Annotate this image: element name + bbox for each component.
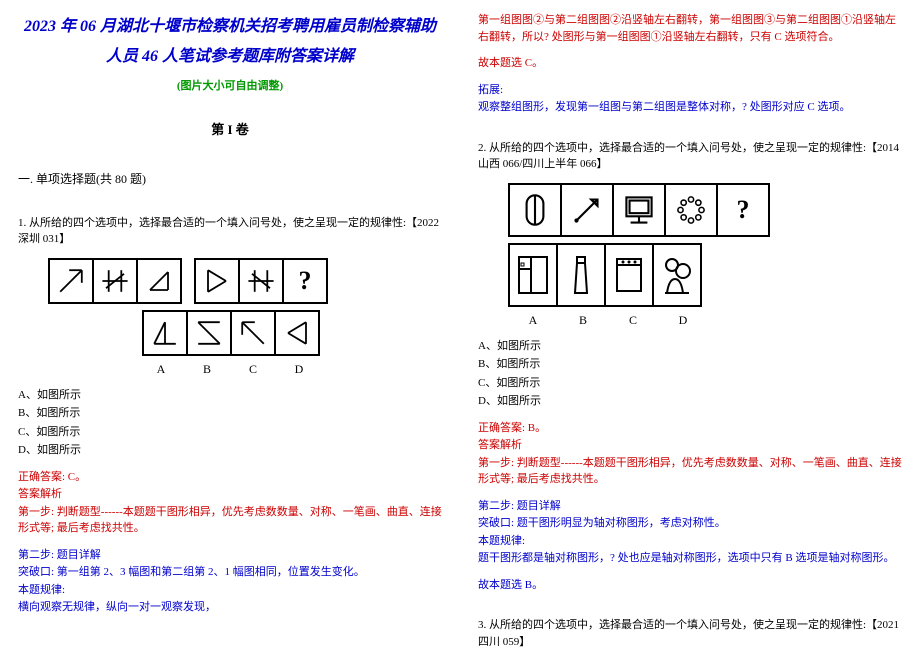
- label-b: B: [558, 313, 608, 328]
- q1-exp5: 本题规律:: [18, 582, 442, 599]
- q1-cell-2: [92, 258, 138, 304]
- q2-cell-3: [612, 183, 666, 237]
- q1-cell-4: [194, 258, 240, 304]
- q1-optC-cell: [230, 310, 276, 356]
- q1-gap: [180, 258, 194, 304]
- q2-optA: A、如图所示: [478, 338, 902, 355]
- q1-answer: 正确答案: C。 答案解析 第一步: 判断题型------本题题干图形相异，优先…: [18, 469, 442, 537]
- q2-option-labels: A B C D: [508, 313, 902, 328]
- q2-ans: 正确答案: B。: [478, 420, 902, 437]
- rt-l1: 第一组图图②与第二组图图②沿竖轴左右翻转，第一组图图③与第二组图图①沿竖轴左右翻…: [478, 12, 902, 45]
- subtitle: (图片大小可自由调整): [18, 77, 442, 93]
- left-column: 2023 年 06 月湖北十堰市检察机关招考聘用雇员制检察辅助人员 46 人笔试…: [0, 0, 460, 651]
- label-a: A: [138, 362, 184, 377]
- q2-figure-row2: [508, 243, 902, 307]
- q2-exp2: 第一步: 判断题型------本题题干图形相异，优先考虑数数量、对称、一笔画、曲…: [478, 455, 902, 488]
- q1-exp3: 第二步: 题目详解: [18, 547, 442, 564]
- volume-label: 第 I 卷: [18, 119, 442, 138]
- q2-optA-cell: [508, 243, 558, 307]
- rt-l3: 拓展:: [478, 82, 902, 99]
- q2-cell-4: [664, 183, 718, 237]
- q2-optC-cell: [604, 243, 654, 307]
- q1-exp1: 答案解析: [18, 486, 442, 503]
- rt-l2: 故本题选 C。: [478, 55, 902, 72]
- q1-exp2: 第一步: 判断题型------本题题干图形相异，优先考虑数数量、对称、一笔画、曲…: [18, 504, 442, 537]
- q1-exp4: 突破口: 第一组第 2、3 幅图和第二组第 2、1 幅图相同，位置发生变化。: [18, 564, 442, 581]
- q2-exp5: 本题规律:: [478, 533, 902, 550]
- q2-prompt: 2. 从所给的四个选项中，选择最合适的一个填入问号处，使之呈现一定的规律性:【2…: [478, 140, 902, 173]
- q1-exp6: 横向观察无规律，纵向一对一观察发现，: [18, 599, 442, 616]
- q2-optD-cell: [652, 243, 702, 307]
- right-top-blue: 拓展: 观察整组图形，发现第一组图与第二组图是整体对称，? 处图形对应 C 选项…: [478, 82, 902, 116]
- right-top-answer: 第一组图图②与第二组图图②沿竖轴左右翻转，第一组图图③与第二组图图①沿竖轴左右翻…: [478, 12, 902, 72]
- q1-cell-1: [48, 258, 94, 304]
- q1-cell-3: [136, 258, 182, 304]
- q1-option-labels: A B C D: [18, 362, 442, 377]
- q2-optB-cell: [556, 243, 606, 307]
- q2-answer-blue: 第二步: 题目详解 突破口: 题干图形明显为轴对称图形，考虑对称性。 本题规律:…: [478, 498, 902, 594]
- label-c: C: [608, 313, 658, 328]
- q1-optA: A、如图所示: [18, 387, 442, 404]
- q2-answer: 正确答案: B。 答案解析 第一步: 判断题型------本题题干图形相异，优先…: [478, 420, 902, 488]
- label-b: B: [184, 362, 230, 377]
- q1-optC: C、如图所示: [18, 424, 442, 441]
- q2-exp4: 突破口: 题干图形明显为轴对称图形，考虑对称性。: [478, 515, 902, 532]
- q1-prompt: 1. 从所给的四个选项中，选择最合适的一个填入问号处，使之呈现一定的规律性:【2…: [18, 215, 442, 248]
- question-mark-icon: ?: [299, 266, 312, 296]
- right-column: 第一组图图②与第二组图图②沿竖轴左右翻转，第一组图图③与第二组图图①沿竖轴左右翻…: [460, 0, 920, 651]
- q2-exp3: 第二步: 题目详解: [478, 498, 902, 515]
- q2-options: A、如图所示 B、如图所示 C、如图所示 D、如图所示: [478, 338, 902, 410]
- q1-cell-5: [238, 258, 284, 304]
- q1-optD-cell: [274, 310, 320, 356]
- q1-figure-row1: ?: [48, 258, 442, 304]
- q1-answer-blue: 第二步: 题目详解 突破口: 第一组第 2、3 幅图和第二组第 2、1 幅图相同…: [18, 547, 442, 616]
- q1-optD: D、如图所示: [18, 442, 442, 459]
- label-d: D: [276, 362, 322, 377]
- q2-cell-qmark: ?: [716, 183, 770, 237]
- q2-optD: D、如图所示: [478, 393, 902, 410]
- q1-figure-row2: [18, 310, 442, 356]
- label-a: A: [508, 313, 558, 328]
- q3-prompt: 3. 从所给的四个选项中，选择最合适的一个填入问号处，使之呈现一定的规律性:【2…: [478, 617, 902, 650]
- q1-options: A、如图所示 B、如图所示 C、如图所示 D、如图所示: [18, 387, 442, 459]
- q1-cell-qmark: ?: [282, 258, 328, 304]
- q2-exp7: 故本题选 B。: [478, 577, 902, 594]
- q2-exp1: 答案解析: [478, 437, 902, 454]
- section-heading: 一. 单项选择题(共 80 题): [18, 170, 442, 187]
- q2-exp6: 题干图形都是轴对称图形，? 处也应是轴对称图形，选项中只有 B 选项是轴对称图形…: [478, 550, 902, 567]
- rt-l4: 观察整组图形，发现第一组图与第二组图是整体对称，? 处图形对应 C 选项。: [478, 99, 902, 116]
- q2-optC: C、如图所示: [478, 375, 902, 392]
- q1-optB: B、如图所示: [18, 405, 442, 422]
- q2-cell-2: [560, 183, 614, 237]
- document-title: 2023 年 06 月湖北十堰市检察机关招考聘用雇员制检察辅助人员 46 人笔试…: [18, 12, 442, 73]
- q1-ans: 正确答案: C。: [18, 469, 442, 486]
- q1-optA-cell: [142, 310, 188, 356]
- question-mark-icon: ?: [737, 195, 750, 225]
- label-d: D: [658, 313, 708, 328]
- q2-figure-row1: ?: [508, 183, 902, 237]
- label-c: C: [230, 362, 276, 377]
- q2-cell-1: [508, 183, 562, 237]
- q2-optB: B、如图所示: [478, 356, 902, 373]
- q1-optB-cell: [186, 310, 232, 356]
